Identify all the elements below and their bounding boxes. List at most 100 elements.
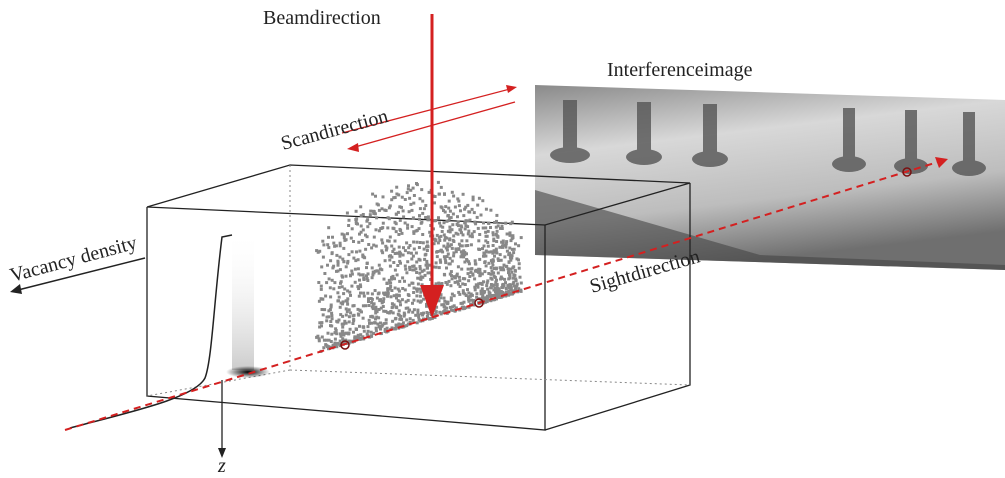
scatter-dot — [321, 240, 324, 243]
scatter-dot — [365, 266, 368, 269]
scatter-dot — [409, 203, 412, 206]
scatter-dot — [357, 258, 360, 261]
scatter-dot — [362, 326, 365, 329]
scatter-dot — [326, 243, 329, 246]
scatter-dot — [343, 320, 346, 323]
scatter-dot — [409, 317, 412, 320]
scatter-dot — [450, 309, 453, 312]
scatter-dot — [508, 292, 511, 295]
scatter-dot — [415, 271, 418, 274]
scatter-dot — [339, 256, 342, 259]
scatter-dot — [322, 313, 325, 316]
scatter-dot — [468, 211, 471, 214]
scatter-dot — [454, 276, 457, 279]
scatter-dot — [451, 223, 454, 226]
diagram: z Vacancy density Sightdirection Beamdir… — [0, 0, 1005, 478]
scatter-dot — [351, 227, 354, 230]
scatter-dot — [399, 219, 402, 222]
scatter-dot — [349, 311, 352, 314]
scatter-dot — [453, 294, 456, 297]
scatter-dot — [390, 245, 393, 248]
scatter-dot — [426, 267, 429, 270]
scatter-dot — [517, 244, 520, 247]
scatter-dot — [475, 292, 478, 295]
scatter-dot — [496, 236, 499, 239]
scatter-dot — [421, 314, 424, 317]
scatter-dot — [419, 259, 422, 262]
scatter-dot — [436, 255, 439, 258]
scatter-dot — [492, 238, 495, 241]
scan-arrowhead-left — [347, 143, 359, 152]
scatter-dot — [362, 228, 365, 231]
scatter-dot — [320, 321, 323, 324]
scatter-dot — [385, 318, 388, 321]
scatter-dot — [446, 220, 449, 223]
scatter-dot — [470, 299, 473, 302]
z-label: z — [217, 455, 226, 477]
scatter-dot — [378, 308, 381, 311]
scatter-dot — [477, 227, 480, 230]
scatter-dot — [433, 219, 436, 222]
scatter-dot — [382, 195, 385, 198]
scatter-dot — [450, 216, 453, 219]
scatter-dot — [495, 252, 498, 255]
scatter-dot — [395, 230, 398, 233]
scatter-dot — [326, 316, 329, 319]
scatter-dot — [320, 288, 323, 291]
scatter-dot — [345, 314, 348, 317]
scatter-dot — [504, 281, 507, 284]
scatter-dot — [460, 224, 463, 227]
scatter-dot — [419, 291, 422, 294]
scatter-dot — [367, 325, 370, 328]
scatter-dot — [408, 268, 411, 271]
scatter-dot — [332, 287, 335, 290]
scatter-dot — [343, 236, 346, 239]
scatter-dot — [452, 234, 455, 237]
scatter-dot — [473, 221, 476, 224]
scatter-dot — [461, 244, 464, 247]
scatter-dot — [401, 196, 404, 199]
scatter-dot — [358, 279, 361, 282]
scatter-dot — [329, 295, 332, 298]
scatter-dot — [345, 307, 348, 310]
scatter-dot — [407, 310, 410, 313]
scatter-dot — [448, 280, 451, 283]
scatter-dot — [520, 282, 523, 285]
scatter-dot — [510, 271, 513, 274]
scatter-dot — [362, 292, 365, 295]
scatter-dot — [391, 277, 394, 280]
scatter-dot — [403, 280, 406, 283]
scatter-dot — [366, 333, 369, 336]
vacancy-label: Vacancy density — [8, 232, 140, 287]
scatter-dot — [471, 208, 474, 211]
scatter-dot — [355, 250, 358, 253]
scatter-dot — [341, 330, 344, 333]
scatter-dot — [392, 261, 395, 264]
scatter-dot — [374, 312, 377, 315]
scatter-dot — [485, 208, 488, 211]
scatter-dot — [359, 205, 362, 208]
scatter-dot — [450, 274, 453, 277]
scatter-dot — [458, 204, 461, 207]
scatter-dot — [506, 250, 509, 253]
scatter-dot — [481, 291, 484, 294]
scatter-dot — [460, 302, 463, 305]
scatter-dot — [403, 313, 406, 316]
scatter-dot — [492, 285, 495, 288]
scatter-dot — [406, 260, 409, 263]
scatter-dot — [325, 319, 328, 322]
scatter-dot — [413, 308, 416, 311]
scatter-dot — [472, 198, 475, 201]
scatter-dot — [509, 283, 512, 286]
scatter-dot — [419, 265, 422, 268]
scatter-dot — [332, 265, 335, 268]
scatter-dot — [439, 296, 442, 299]
scatter-dot — [478, 258, 481, 261]
scatter-dot — [435, 266, 438, 269]
scatter-dot — [488, 292, 491, 295]
scatter-dot — [412, 241, 415, 244]
scatter-dot — [449, 284, 452, 287]
scatter-dot — [518, 262, 521, 265]
scatter-dot — [427, 215, 430, 218]
scatter-dot — [348, 308, 351, 311]
